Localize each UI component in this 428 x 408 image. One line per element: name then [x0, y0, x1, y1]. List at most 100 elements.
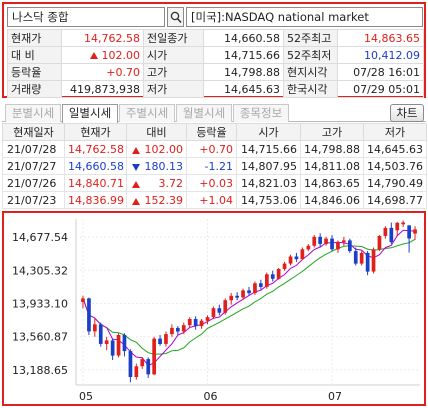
candle-down: [294, 256, 299, 260]
search-button[interactable]: [167, 7, 184, 27]
candle-down: [247, 290, 251, 294]
quote-label: 52주최저: [283, 46, 338, 64]
candle-up: [371, 249, 376, 272]
candle-down: [270, 274, 275, 279]
table-row[interactable]: 21/07/28 14,762.58 102.00 +0.70 14,715.66 14,…: [2, 140, 427, 158]
cell-date: 21/07/27: [2, 157, 65, 175]
chart-button[interactable]: 차트: [390, 104, 424, 122]
search-icon: [170, 11, 182, 24]
quote-value: 14,660.58: [203, 29, 284, 47]
cell-high: 14,811.08: [300, 157, 364, 175]
y-tick-label: 13,933.10: [12, 298, 68, 311]
candle-up: [104, 340, 109, 344]
candle-down: [158, 338, 162, 344]
quote-value: 14,798.88: [203, 63, 284, 81]
cell-date: 21/07/23: [2, 191, 65, 209]
up-triangle-icon: [132, 197, 140, 205]
quote-label: 고가: [143, 63, 204, 81]
table-row[interactable]: 21/07/27 14,660.58 180.13 -1.21 14,807.95 14,…: [2, 157, 427, 175]
cell-rate: -1.21: [186, 157, 237, 175]
chart-panel: 14,677.54 14,305.32 13,933.10 13,560.87 13,1…: [2, 211, 426, 406]
quote-value: 14,645.63: [203, 80, 284, 98]
tab-5[interactable]: 종목정보: [233, 104, 289, 122]
candle-down: [259, 283, 263, 287]
column-header[interactable]: 현재가: [64, 123, 127, 141]
up-triangle-icon: [132, 180, 140, 188]
candlestick-chart[interactable]: 14,677.54 14,305.32 13,933.10 13,560.87 13,1…: [4, 213, 424, 404]
cell-open: 14,807.95: [236, 157, 301, 175]
cell-low: 14,503.76: [363, 157, 427, 175]
quote-label: 현재가: [7, 29, 62, 47]
cell-change: 3.72: [126, 174, 187, 192]
quote-label: 52주최고: [283, 29, 338, 47]
candle-up: [413, 229, 417, 234]
tab-3[interactable]: 주별시세: [119, 104, 175, 122]
cell-change: 152.39: [126, 191, 187, 209]
x-tick-label: 06: [203, 390, 217, 403]
candle-down: [353, 251, 358, 264]
column-header[interactable]: 저가: [363, 123, 427, 141]
column-header[interactable]: 고가: [300, 123, 364, 141]
cell-change-text: 102.00: [144, 142, 184, 156]
cell-low: 14,645.63: [363, 140, 427, 158]
quote-value: 419,873,938: [61, 80, 144, 98]
candle-down: [318, 236, 322, 244]
y-tick-label: 14,305.32: [12, 264, 68, 277]
candle-down: [98, 324, 103, 344]
x-tick-label: 07: [328, 390, 342, 403]
quote-value: 102.00: [61, 46, 144, 64]
quote-row: 등락율 +0.70 고가 14,798.88 현지시각 07/28 16:01: [7, 63, 424, 81]
candle-up: [359, 252, 364, 264]
cell-open: 14,753.06: [236, 191, 301, 209]
candle-up: [140, 359, 145, 367]
up-triangle-icon: [132, 146, 140, 154]
table-row[interactable]: 21/07/23 14,836.99 152.39 +1.04 14,753.06 14,…: [2, 191, 427, 209]
cell-low: 14,698.77: [363, 191, 427, 209]
cell-open: 14,715.66: [236, 140, 301, 158]
market-name-field: [미국]:NASDAQ national market: [186, 7, 423, 27]
quote-value: 14,762.58: [61, 29, 144, 47]
candle-up: [395, 222, 400, 231]
cell-price: 14,840.71: [64, 174, 127, 192]
candle-up: [401, 222, 405, 225]
column-header[interactable]: 시가: [236, 123, 301, 141]
symbol-input[interactable]: 나스닥 종합: [7, 7, 165, 27]
candle-up: [241, 290, 245, 298]
x-tick-label: 05: [79, 390, 93, 403]
table-row[interactable]: 21/07/26 14,840.71 3.72 +0.03 14,821.03 14,86…: [2, 174, 427, 192]
quote-label: 전일종가: [143, 29, 204, 47]
column-header[interactable]: 현재일자: [2, 123, 65, 141]
y-tick-label: 13,188.65: [12, 364, 68, 377]
candle-down: [128, 351, 133, 377]
candle-up: [81, 298, 85, 302]
candle-up: [312, 236, 317, 246]
cell-price: 14,660.58: [64, 157, 127, 175]
quote-row: 대 비 102.00 시가 14,715.66 52주최저 10,412.09: [7, 46, 424, 64]
quote-value: 14,863.65: [337, 29, 424, 47]
column-header[interactable]: 대비: [126, 123, 187, 141]
candle-down: [87, 298, 91, 332]
cell-date: 21/07/28: [2, 140, 65, 158]
quote-panel: 나스닥 종합 [미국]:NASDAQ national market 현재가 14…: [2, 2, 426, 98]
column-header[interactable]: 등락율: [186, 123, 237, 141]
candle-up: [342, 240, 346, 243]
cell-date: 21/07/26: [2, 174, 65, 192]
cell-change-text: 3.72: [158, 176, 184, 190]
candle-up: [187, 319, 192, 326]
candle-up: [134, 366, 139, 377]
search-row: 나스닥 종합 [미국]:NASDAQ national market: [7, 7, 423, 27]
tab-2[interactable]: 일별시세: [62, 104, 118, 123]
candle-up: [265, 274, 269, 287]
quote-label: 한국시각: [283, 80, 338, 98]
tab-1[interactable]: 분별시세: [5, 104, 61, 122]
candle-up: [300, 249, 305, 260]
cell-high: 14,863.65: [300, 174, 364, 192]
candle-up: [164, 334, 168, 344]
quote-table: 현재가 14,762.58 전일종가 14,660.58 52주최고 14,863.65 대…: [7, 29, 424, 98]
cell-rate: +0.70: [186, 140, 237, 158]
candle-down: [176, 327, 180, 332]
tab-4[interactable]: 월별시세: [176, 104, 232, 122]
quote-label: 저가: [143, 80, 204, 98]
quote-label: 시가: [143, 46, 204, 64]
cell-rate: +1.04: [186, 191, 237, 209]
